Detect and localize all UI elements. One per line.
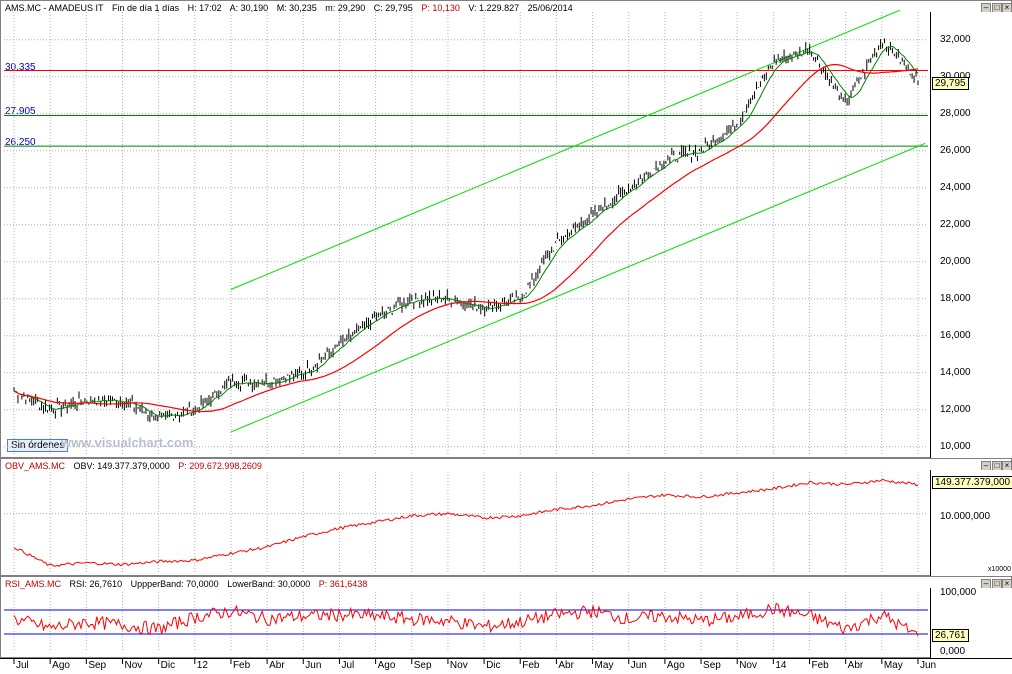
open-label: A: 30,190 (229, 3, 269, 13)
period-label: Fin de día 1 días (112, 3, 180, 13)
x-axis-tick: Dic (486, 660, 501, 671)
rsi-axis (930, 588, 1012, 658)
x-axis-tick: Feb (522, 660, 540, 671)
level-label-3: 26.250 (5, 137, 36, 148)
rsi-p-label: P: 361,6438 (318, 579, 368, 589)
x-axis-tick: 12 (196, 660, 208, 671)
obv-axis-tick: 10.000,000 (940, 511, 991, 522)
x-axis-tick: Jun (305, 660, 322, 671)
obv-pane[interactable]: OBV_AMS.MC OBV: 149.377.379,0000 P: 209.… (0, 458, 1012, 576)
status-button[interactable]: Sin órdenes (7, 439, 69, 452)
x-axis (0, 658, 1012, 674)
x-axis-tick: Nov (449, 660, 468, 671)
x-axis-tick: Jul (341, 660, 355, 671)
x-axis-tick: Sep (413, 660, 432, 671)
rsi-upper-label: UppperBand: 70,0000 (130, 579, 219, 589)
price-last-value: 29,795 (932, 77, 969, 90)
x-axis-tick: Ago (52, 660, 70, 671)
level-label-2: 27.905 (5, 106, 36, 117)
x-axis-tick: Sep (88, 660, 107, 671)
obv-last-value: 149.377.379,000 (932, 476, 1012, 489)
x-axis-tick: Sep (703, 660, 721, 671)
channel-lower-line (230, 142, 926, 433)
price-axis-tick: 10,000 (940, 440, 971, 452)
price-axis-tick: 20,000 (940, 255, 971, 267)
price-axis-tick: 26,000 (940, 144, 971, 156)
price-axis-tick: 28,000 (940, 107, 971, 119)
rsi-header: RSI_AMS.MC RSI: 26,7610 UppperBand: 70,0… (5, 579, 373, 589)
x-axis-tick: Jun (920, 660, 937, 671)
x-axis-tick: Feb (232, 660, 251, 671)
close-label: C: 29,795 (373, 3, 413, 13)
price-axis-tick: 12,000 (940, 403, 971, 415)
high-label: M: 30,235 (276, 3, 317, 13)
price-axis-tick: 24,000 (940, 181, 971, 193)
obv-p-label: P: 209.672.998,2609 (178, 461, 262, 471)
x-axis-tick: Ago (377, 660, 396, 671)
price-axis-tick: 18,000 (940, 292, 971, 304)
rsi-line (13, 602, 919, 637)
price-axis-tick: 22,000 (940, 218, 971, 230)
x-axis-tick: Jul (16, 660, 29, 671)
p-label: P: 10,130 (421, 3, 460, 13)
price-axis-tick: 32,000 (940, 33, 971, 45)
x-axis-tick: Nov (739, 660, 757, 671)
rsi-pane[interactable]: RSI_AMS.MC RSI: 26,7610 UppperBand: 70,0… (0, 576, 1012, 658)
price-axis-tick: 30,000 (940, 71, 971, 82)
rsi-axis-tick-top: 100,000 (940, 587, 977, 598)
x-axis-tick: Feb (811, 660, 829, 671)
obv-multiplier: x10000 (988, 566, 1011, 573)
x-axis-tick: May (594, 660, 614, 671)
x-axis-tick: Abr (558, 660, 574, 671)
x-axis-tick: 14 (775, 660, 787, 671)
price-axis-tick: 14,000 (940, 366, 971, 378)
obv-header: OBV_AMS.MC OBV: 149.377.379,0000 P: 209.… (5, 461, 268, 471)
price-axis-tick: 16,000 (940, 329, 971, 341)
rsi-last-value: 26,761 (932, 629, 969, 642)
rsi-axis-tick-bottom: 0,000 (940, 646, 966, 657)
obv-title: OBV_AMS.MC (5, 461, 66, 471)
x-axis-tick: Jun (630, 660, 647, 671)
ma-slow-line (13, 64, 919, 413)
date-label: 25/06/2014 (527, 3, 573, 13)
x-axis-tick: Dic (160, 660, 176, 671)
obv-value-label: OBV: 149.377.379,0000 (73, 461, 170, 471)
time-label: H: 17:02 (187, 3, 222, 13)
rsi-value-label: RSI: 26,7610 (69, 579, 123, 589)
x-axis-tick: Nov (124, 660, 143, 671)
low-label: m: 29,290 (325, 3, 366, 13)
symbol-label: AMS.MC - AMADEUS IT (5, 3, 104, 13)
rsi-lower-label: LowerBand: 30,0000 (227, 579, 311, 589)
x-axis-tick: May (883, 660, 903, 671)
level-label-1: 30.335 (5, 62, 36, 73)
x-axis-tick: Ago (666, 660, 685, 671)
obv-line (13, 478, 919, 567)
x-axis-tick: Abr (269, 660, 285, 671)
rsi-title: RSI_AMS.MC (5, 579, 62, 589)
price-header: AMS.MC - AMADEUS IT Fin de día 1 días H:… (5, 3, 579, 13)
volume-label: V: 1.229.827 (468, 3, 520, 13)
x-axis-tick: Abr (847, 660, 864, 671)
ma-fast-line (13, 45, 919, 417)
